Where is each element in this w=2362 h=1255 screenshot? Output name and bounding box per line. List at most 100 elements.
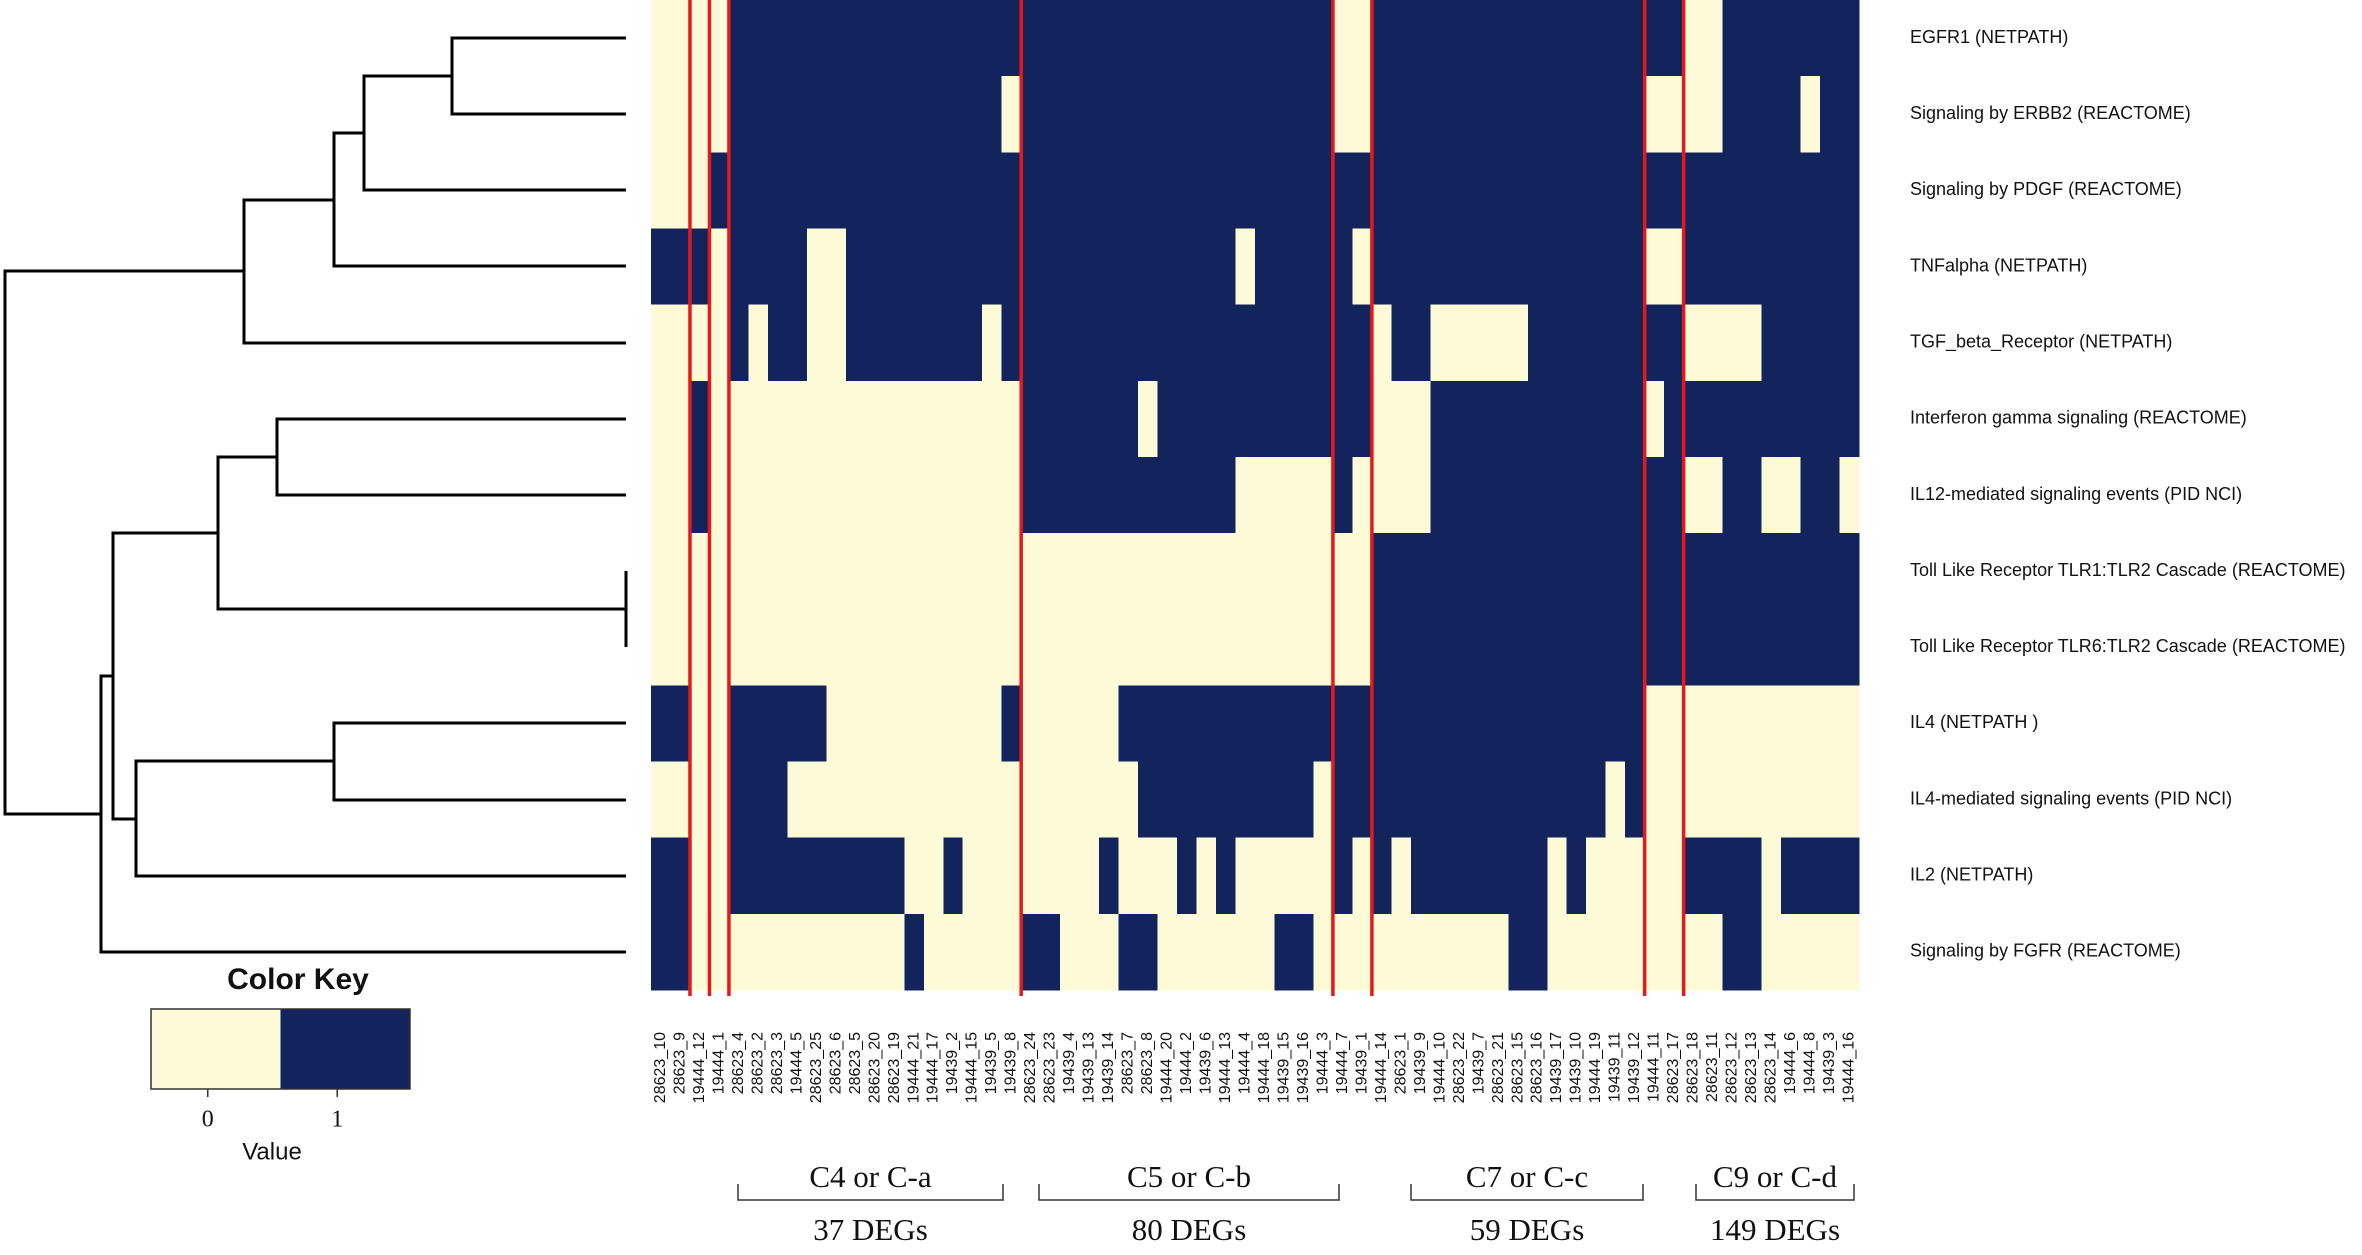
- heatmap-cell: [1157, 76, 1178, 153]
- heatmap-cell: [670, 533, 691, 610]
- heatmap-cell: [1722, 456, 1743, 534]
- heatmap-cell: [767, 913, 788, 991]
- heatmap-cell: [962, 228, 983, 306]
- heatmap-cell: [670, 837, 691, 915]
- heatmap-cell: [845, 152, 866, 230]
- heatmap-cell: [1177, 533, 1198, 610]
- heatmap-cell: [1800, 761, 1821, 839]
- heatmap-cell: [962, 0, 983, 77]
- heatmap-cell: [1391, 837, 1412, 915]
- heatmap-cell: [728, 913, 750, 991]
- heatmap-cell: [1021, 76, 1042, 153]
- group-name: C7 or C-c: [1466, 1159, 1588, 1194]
- heatmap-cell: [1118, 609, 1139, 686]
- heatmap-cell: [845, 685, 866, 763]
- heatmap-cell: [1469, 228, 1490, 306]
- heatmap-cell: [1781, 685, 1802, 763]
- heatmap-cell: [923, 380, 944, 458]
- heatmap-cell: [709, 228, 730, 306]
- heatmap-cell: [806, 609, 827, 686]
- heatmap-cell: [1138, 76, 1159, 153]
- heatmap-cell: [1449, 533, 1470, 610]
- heatmap-cell: [767, 837, 788, 915]
- heatmap-cell: [982, 228, 1003, 306]
- heatmap-cell: [1508, 533, 1529, 610]
- heatmap-cell: [1021, 533, 1042, 610]
- heatmap-cell: [1508, 685, 1529, 763]
- heatmap-cell: [1021, 152, 1042, 230]
- heatmap-cell: [1605, 152, 1626, 230]
- heatmap-cell: [1820, 76, 1841, 153]
- heatmap-cell: [923, 913, 944, 991]
- heatmap-cell: [1235, 76, 1256, 153]
- heatmap-cell: [1313, 456, 1334, 534]
- column-label: 28623_11: [1704, 1032, 1721, 1102]
- heatmap-cell: [1293, 456, 1315, 534]
- heatmap-cell: [1235, 533, 1256, 610]
- heatmap-cell: [748, 380, 769, 458]
- heatmap-cell: [1001, 761, 1022, 839]
- heatmap-cell: [1118, 152, 1139, 230]
- heatmap-cell: [1177, 456, 1198, 534]
- heatmap-cell: [1527, 533, 1548, 610]
- heatmap-cell: [1742, 761, 1763, 839]
- heatmap-cell: [845, 456, 866, 534]
- heatmap-cell: [1625, 0, 1646, 77]
- heatmap-cell: [1761, 228, 1782, 306]
- heatmap-cell: [1488, 76, 1509, 153]
- heatmap-cell: [787, 304, 808, 382]
- heatmap-cell: [982, 837, 1003, 915]
- heatmap-cell: [1079, 228, 1100, 306]
- heatmap-cell: [1021, 761, 1042, 839]
- heatmap-cell: [962, 533, 983, 610]
- heatmap-cell: [1060, 609, 1081, 686]
- heatmap-cell: [1800, 609, 1821, 686]
- heatmap-cell: [1761, 0, 1782, 77]
- heatmap-cell: [845, 913, 866, 991]
- heatmap-cell: [1488, 304, 1509, 382]
- heatmap-cell: [1001, 837, 1022, 915]
- heatmap-cell: [1449, 685, 1470, 763]
- heatmap-cell: [1761, 152, 1782, 230]
- heatmap-cell: [1196, 0, 1217, 77]
- heatmap-cell: [1469, 152, 1490, 230]
- heatmap-cell: [1664, 456, 1685, 534]
- heatmap-cell: [1800, 533, 1821, 610]
- heatmap-cell: [1235, 456, 1256, 534]
- heatmap-cell: [1664, 0, 1685, 77]
- heatmap-cell: [1722, 380, 1743, 458]
- column-label: 28623_13: [1743, 1032, 1760, 1103]
- heatmap-cell: [1527, 380, 1548, 458]
- heatmap-cell: [1235, 0, 1256, 77]
- heatmap-cell: [884, 228, 905, 306]
- heatmap-cell: [1157, 456, 1178, 534]
- heatmap-cell: [651, 685, 672, 763]
- heatmap-cell: [787, 837, 808, 915]
- legend-tick-label: 0: [202, 1107, 214, 1133]
- heatmap-cell: [884, 533, 905, 610]
- column-label: 28623_24: [1022, 1032, 1039, 1103]
- heatmap-cell: [1352, 228, 1373, 306]
- heatmap-cell: [806, 0, 827, 77]
- heatmap-cell: [1293, 761, 1315, 839]
- heatmap-cell: [1586, 380, 1607, 458]
- heatmap-cell: [1255, 380, 1276, 458]
- heatmap-cell: [943, 0, 964, 77]
- heatmap-cell: [1800, 0, 1821, 77]
- heatmap-cell: [1157, 304, 1178, 382]
- heatmap-cell: [689, 761, 711, 839]
- heatmap-cell: [1820, 228, 1841, 306]
- heatmap-cell: [689, 304, 711, 382]
- heatmap-cell: [1118, 761, 1139, 839]
- heatmap-cell: [1722, 837, 1743, 915]
- heatmap-cell: [1079, 609, 1100, 686]
- heatmap-cell: [962, 609, 983, 686]
- heatmap-cell: [1625, 761, 1646, 839]
- row-label: IL4 (NETPATH ): [1910, 712, 2038, 732]
- heatmap-cell: [806, 304, 827, 382]
- heatmap-cell: [689, 837, 711, 915]
- heatmap-cell: [806, 228, 827, 306]
- heatmap-cell: [1196, 609, 1217, 686]
- heatmap-cell: [1410, 609, 1431, 686]
- column-label: 19439_17: [1548, 1032, 1565, 1103]
